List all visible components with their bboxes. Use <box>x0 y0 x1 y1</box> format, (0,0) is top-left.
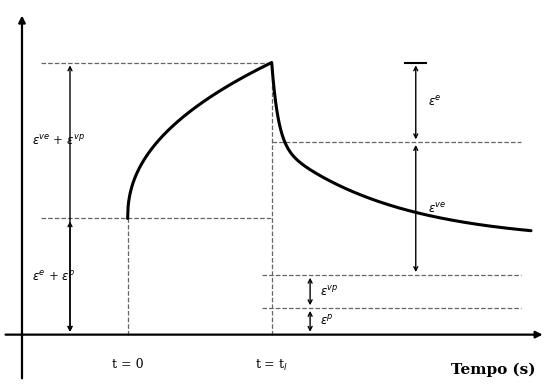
Text: $\varepsilon^{e}$ + $\varepsilon^{p}$: $\varepsilon^{e}$ + $\varepsilon^{p}$ <box>32 270 75 283</box>
Text: $\varepsilon^{e}$: $\varepsilon^{e}$ <box>428 95 441 109</box>
Text: $\varepsilon^{ve}$ + $\varepsilon^{vp}$: $\varepsilon^{ve}$ + $\varepsilon^{vp}$ <box>32 134 85 147</box>
Text: Tempo (s): Tempo (s) <box>451 363 536 377</box>
Text: t = t$_l$: t = t$_l$ <box>255 358 288 373</box>
Text: $\varepsilon^{ve}$: $\varepsilon^{ve}$ <box>428 202 446 215</box>
Text: $\varepsilon^{p}$: $\varepsilon^{p}$ <box>320 314 333 328</box>
Text: $\varepsilon^{vp}$: $\varepsilon^{vp}$ <box>320 285 338 298</box>
Text: t = 0: t = 0 <box>112 358 143 371</box>
